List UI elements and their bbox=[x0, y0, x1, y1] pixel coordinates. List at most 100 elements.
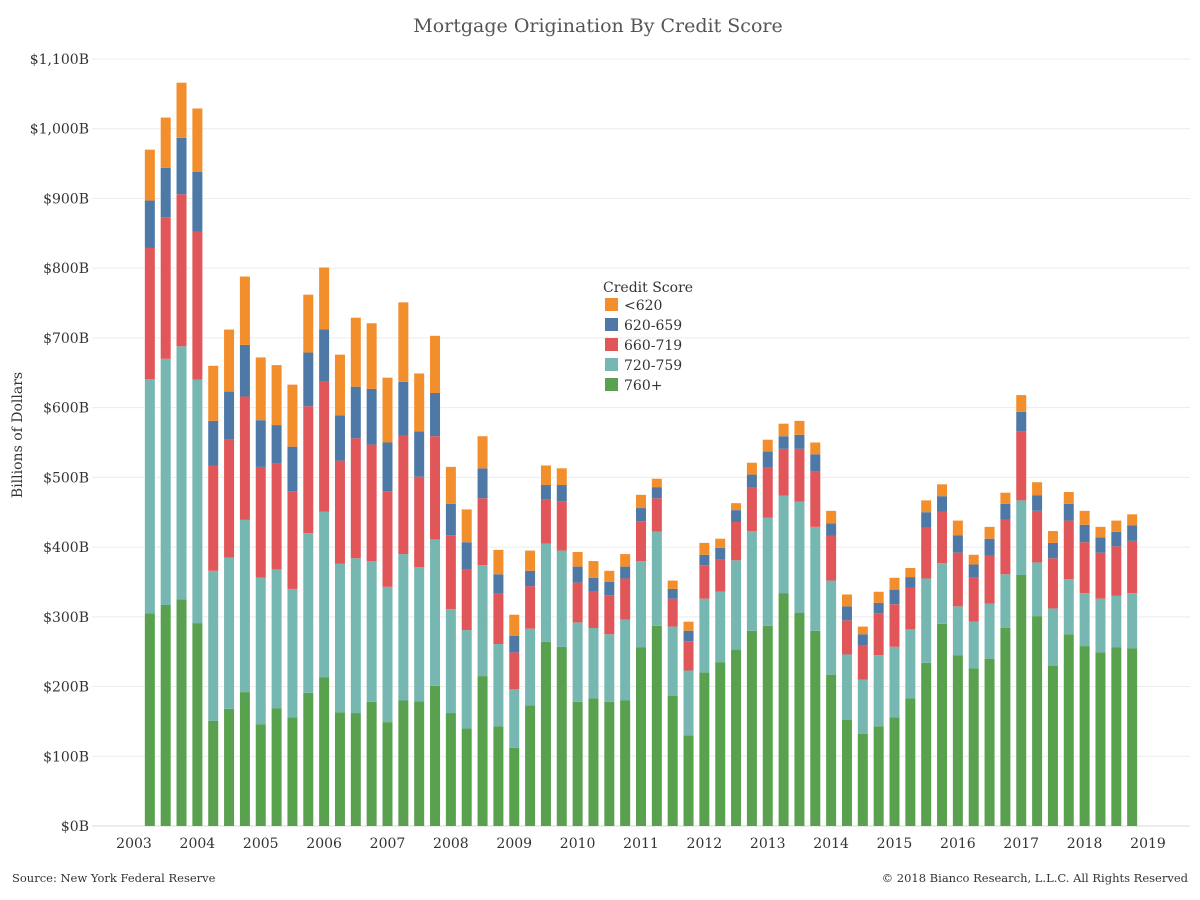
bar-segment bbox=[461, 630, 472, 729]
legend-label: 760+ bbox=[624, 378, 662, 394]
bar-segment bbox=[303, 692, 314, 826]
bar-segment bbox=[509, 652, 520, 690]
bar-stack bbox=[604, 570, 615, 826]
bar-segment bbox=[699, 554, 710, 566]
bar-segment bbox=[1016, 411, 1027, 432]
bar-stack bbox=[382, 377, 393, 826]
bar-segment bbox=[1032, 510, 1043, 563]
legend-label: 660-719 bbox=[624, 338, 682, 354]
x-tick-label: 2007 bbox=[370, 836, 406, 852]
bar-segment bbox=[334, 563, 345, 713]
bar-segment bbox=[857, 679, 868, 734]
bar-segment bbox=[588, 627, 599, 699]
bar-stack bbox=[1016, 395, 1027, 826]
bar-segment bbox=[636, 561, 646, 648]
bar-stack bbox=[683, 621, 694, 826]
bar-segment bbox=[699, 565, 710, 599]
bar-stack bbox=[699, 542, 710, 826]
bar-segment bbox=[556, 468, 567, 486]
bar-segment bbox=[255, 420, 266, 467]
x-tick-label: 2009 bbox=[496, 836, 532, 852]
bar-segment bbox=[287, 446, 298, 492]
x-tick-label: 2012 bbox=[687, 836, 723, 852]
bar-stack bbox=[889, 577, 900, 826]
bar-segment bbox=[382, 442, 393, 492]
bar-segment bbox=[477, 436, 488, 469]
bar-segment bbox=[588, 591, 599, 628]
bar-stack bbox=[636, 494, 646, 826]
bar-segment bbox=[1079, 593, 1090, 647]
x-axis-ticks: 2003 2004 2005 2006 2007 2008 2009 2010 2011 2012… bbox=[116, 836, 1166, 852]
y-tick-label: $500B bbox=[43, 470, 89, 486]
bar-segment bbox=[762, 467, 773, 518]
bar-stack bbox=[176, 82, 187, 826]
bar-segment bbox=[841, 594, 852, 607]
bar-segment bbox=[366, 388, 377, 445]
bar-stack bbox=[525, 550, 536, 826]
y-tick-label: $600B bbox=[43, 401, 89, 417]
bar-stack bbox=[287, 384, 298, 826]
y-tick-label: $800B bbox=[43, 261, 89, 277]
bar-segment bbox=[430, 436, 441, 540]
bar-segment bbox=[1095, 537, 1106, 553]
bar-segment bbox=[651, 625, 662, 826]
x-tick-label: 2019 bbox=[1130, 836, 1166, 852]
bar-segment bbox=[350, 317, 361, 387]
bar-segment bbox=[160, 117, 171, 168]
bar-segment bbox=[224, 708, 235, 826]
bar-segment bbox=[1079, 524, 1090, 543]
bar-segment bbox=[493, 549, 504, 575]
bar-segment bbox=[699, 672, 710, 826]
bar-segment bbox=[636, 521, 646, 562]
bar-stack bbox=[984, 526, 995, 826]
bar-segment bbox=[841, 606, 852, 621]
bar-stack bbox=[303, 294, 314, 826]
bar-segment bbox=[398, 700, 409, 826]
bar-segment bbox=[778, 436, 789, 449]
bar-segment bbox=[1063, 503, 1074, 521]
bar-segment bbox=[192, 171, 203, 232]
bar-segment bbox=[382, 377, 393, 443]
bar-segment bbox=[699, 542, 710, 555]
bar-segment bbox=[968, 621, 979, 669]
bar-segment bbox=[1079, 646, 1090, 826]
bar-segment bbox=[430, 539, 441, 686]
bar-segment bbox=[778, 448, 789, 496]
bar-stack bbox=[746, 462, 757, 826]
bar-segment bbox=[857, 733, 868, 826]
bar-segment bbox=[430, 392, 441, 437]
bar-segment bbox=[430, 685, 441, 826]
bar-stack bbox=[208, 365, 219, 826]
bar-stack bbox=[778, 423, 789, 826]
bar-segment bbox=[224, 557, 235, 709]
bar-segment bbox=[398, 381, 409, 436]
bar-segment bbox=[826, 674, 837, 826]
bar-segment bbox=[493, 574, 504, 594]
bar-segment bbox=[144, 247, 155, 380]
bar-segment bbox=[414, 373, 425, 432]
bar-segment bbox=[984, 526, 995, 539]
bar-segment bbox=[636, 494, 646, 509]
bar-stack bbox=[873, 591, 884, 826]
bar-segment bbox=[287, 384, 298, 447]
bar-segment bbox=[841, 654, 852, 721]
bar-segment bbox=[1000, 503, 1011, 520]
bar-segment bbox=[588, 577, 599, 592]
bar-segment bbox=[984, 603, 995, 659]
bar-segment bbox=[651, 478, 662, 488]
y-tick-label: $900B bbox=[43, 191, 89, 207]
bar-segment bbox=[1063, 520, 1074, 580]
bar-segment bbox=[461, 509, 472, 543]
bar-segment bbox=[952, 535, 963, 553]
bar-segment bbox=[160, 358, 171, 605]
bar-segment bbox=[873, 613, 884, 656]
bar-segment bbox=[794, 501, 805, 613]
bar-segment bbox=[1047, 542, 1058, 559]
bar-segment bbox=[271, 463, 282, 570]
bar-segment bbox=[303, 352, 314, 407]
bar-segment bbox=[366, 444, 377, 562]
bar-segment bbox=[493, 726, 504, 826]
bar-segment bbox=[1095, 598, 1106, 653]
bar-segment bbox=[255, 577, 266, 725]
